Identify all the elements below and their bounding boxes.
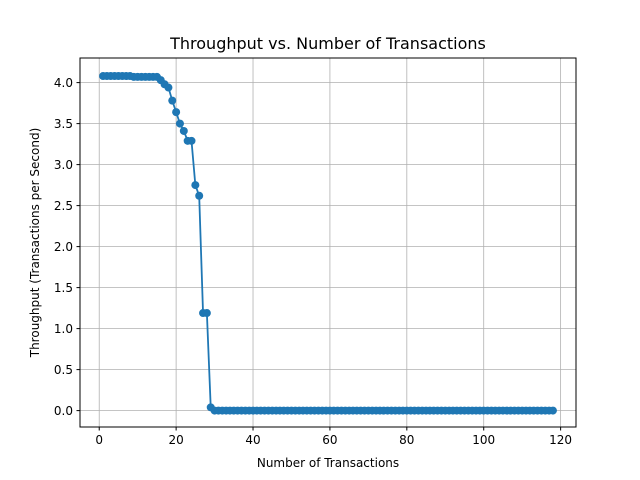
grid-layer <box>80 58 576 427</box>
data-point <box>195 191 204 200</box>
y-tick-label: 4.0 <box>54 76 73 90</box>
x-axis-label: Number of Transactions <box>257 456 399 470</box>
x-tick-label: 100 <box>472 433 495 447</box>
series-layer <box>99 72 557 415</box>
y-tick-label: 1.0 <box>54 322 73 336</box>
data-point <box>202 309 211 318</box>
x-tick-label: 80 <box>399 433 414 447</box>
data-point <box>168 96 177 105</box>
y-axis-label: Throughput (Transactions per Second) <box>28 128 42 359</box>
data-point <box>175 119 184 128</box>
x-tick-label: 60 <box>322 433 337 447</box>
data-point <box>191 181 200 190</box>
y-tick-label: 3.5 <box>54 117 73 131</box>
y-tick-label: 1.5 <box>54 281 73 295</box>
y-tick-label: 3.0 <box>54 158 73 172</box>
chart-title: Throughput vs. Number of Transactions <box>169 34 486 53</box>
data-point <box>172 108 181 117</box>
x-tick-label: 120 <box>549 433 572 447</box>
x-tick-label: 40 <box>245 433 260 447</box>
plot-frame <box>79 57 577 428</box>
data-point <box>179 126 188 135</box>
data-point <box>548 406 557 415</box>
tick-layer: 0 20 40 60 80 100 120 0.0 0.5 1.0 1.5 2.0 2.5 3.0 3.5 4… <box>54 76 572 447</box>
data-point <box>164 83 173 92</box>
x-tick-label: 20 <box>168 433 183 447</box>
y-tick-label: 0.5 <box>54 363 73 377</box>
y-tick-label: 2.5 <box>54 199 73 213</box>
y-tick-label: 2.0 <box>54 240 73 254</box>
data-point <box>187 136 196 145</box>
x-tick-label: 0 <box>95 433 103 447</box>
y-tick-label: 0.0 <box>54 404 73 418</box>
